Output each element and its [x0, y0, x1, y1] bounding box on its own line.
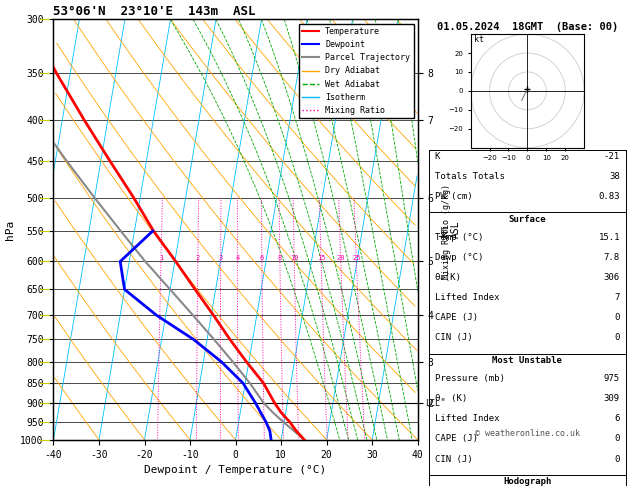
Text: K: K: [435, 152, 440, 161]
Text: 975: 975: [604, 374, 620, 383]
Text: θₑ(K): θₑ(K): [435, 273, 462, 282]
Text: 10: 10: [290, 256, 299, 261]
Text: 0: 0: [615, 333, 620, 343]
Text: 15: 15: [317, 256, 325, 261]
Text: Lifted Index: Lifted Index: [435, 414, 499, 423]
Text: 4: 4: [235, 256, 240, 261]
Text: 38: 38: [610, 172, 620, 181]
Text: 1: 1: [159, 256, 163, 261]
Text: 7: 7: [615, 293, 620, 302]
Text: 53°06'N  23°10'E  143m  ASL: 53°06'N 23°10'E 143m ASL: [53, 5, 256, 18]
Text: 15.1: 15.1: [598, 233, 620, 242]
Text: Most Unstable: Most Unstable: [493, 356, 562, 365]
Text: CAPE (J): CAPE (J): [435, 434, 478, 443]
Text: 2: 2: [196, 256, 200, 261]
Text: PW (cm): PW (cm): [435, 192, 472, 201]
Text: kt: kt: [474, 35, 484, 44]
Text: Lifted Index: Lifted Index: [435, 293, 499, 302]
X-axis label: Dewpoint / Temperature (°C): Dewpoint / Temperature (°C): [145, 465, 326, 475]
Text: Totals Totals: Totals Totals: [435, 172, 504, 181]
Text: Mixing Ratio (g/kg): Mixing Ratio (g/kg): [442, 184, 452, 278]
Text: Dewp (°C): Dewp (°C): [435, 253, 483, 262]
Legend: Temperature, Dewpoint, Parcel Trajectory, Dry Adiabat, Wet Adiabat, Isotherm, Mi: Temperature, Dewpoint, Parcel Trajectory…: [299, 24, 413, 118]
Text: 0: 0: [615, 434, 620, 443]
Text: 20: 20: [337, 256, 345, 261]
Text: Temp (°C): Temp (°C): [435, 233, 483, 242]
Text: 3: 3: [218, 256, 223, 261]
Text: Pressure (mb): Pressure (mb): [435, 374, 504, 383]
Y-axis label: km
ASL: km ASL: [439, 221, 460, 239]
Text: θₑ (K): θₑ (K): [435, 394, 467, 403]
Text: -21: -21: [604, 152, 620, 161]
Text: 01.05.2024  18GMT  (Base: 00): 01.05.2024 18GMT (Base: 00): [437, 21, 618, 32]
Text: Hodograph: Hodograph: [503, 477, 552, 486]
Text: 8: 8: [278, 256, 282, 261]
Text: CAPE (J): CAPE (J): [435, 313, 478, 322]
Text: 309: 309: [604, 394, 620, 403]
Text: 0.83: 0.83: [598, 192, 620, 201]
Text: 0: 0: [615, 454, 620, 464]
Text: Surface: Surface: [509, 214, 546, 224]
Text: 7.8: 7.8: [604, 253, 620, 262]
Text: CIN (J): CIN (J): [435, 454, 472, 464]
Text: 6: 6: [615, 414, 620, 423]
Text: 25: 25: [352, 256, 360, 261]
Text: © weatheronline.co.uk: © weatheronline.co.uk: [475, 429, 580, 438]
Text: CIN (J): CIN (J): [435, 333, 472, 343]
Text: 306: 306: [604, 273, 620, 282]
Text: 0: 0: [615, 313, 620, 322]
Text: LCL: LCL: [425, 399, 440, 408]
Text: 6: 6: [260, 256, 264, 261]
Y-axis label: hPa: hPa: [4, 220, 14, 240]
